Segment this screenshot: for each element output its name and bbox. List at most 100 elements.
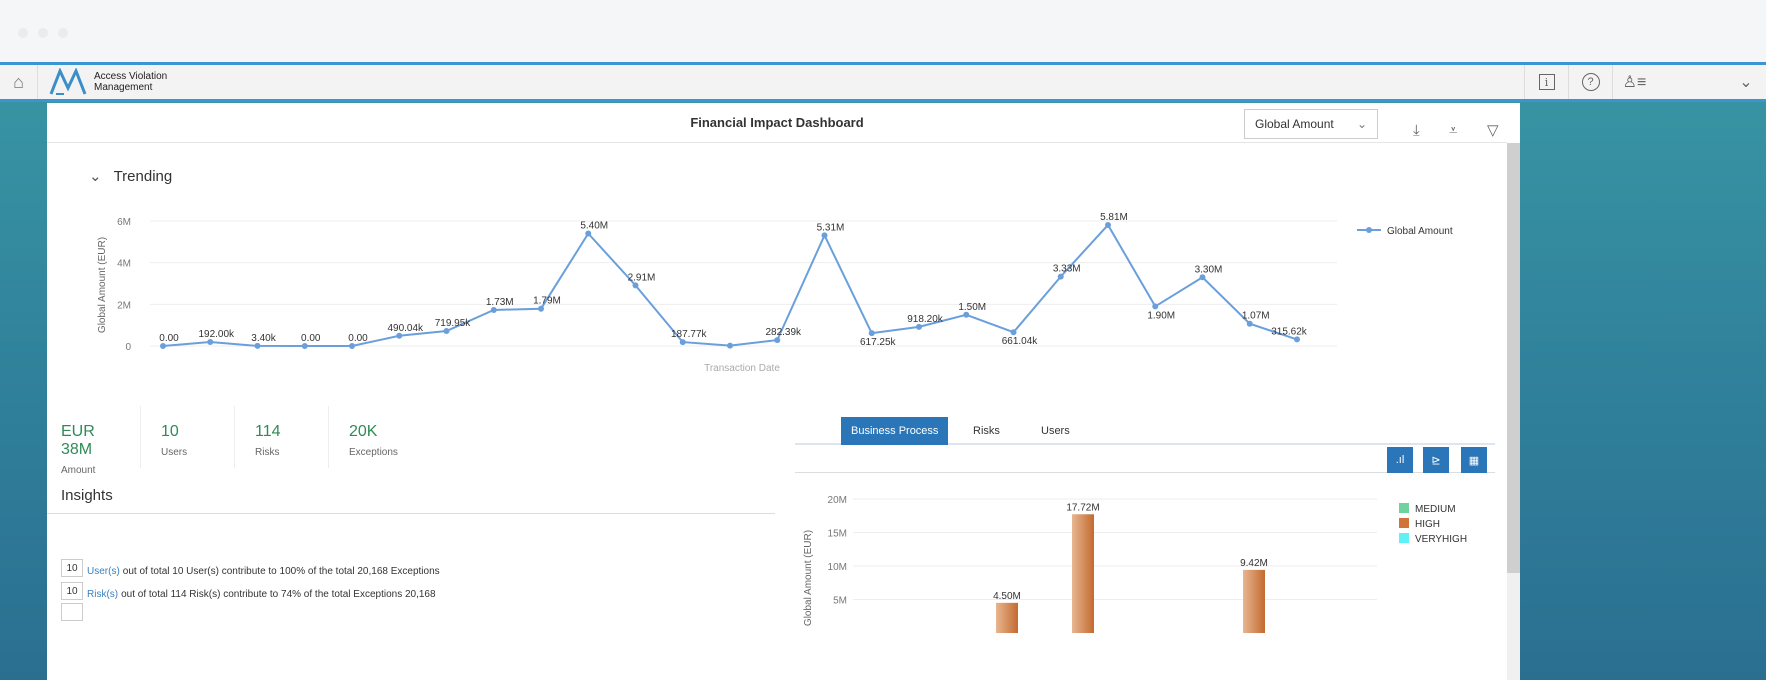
kpi-label: Users [161, 447, 188, 458]
data-point [207, 339, 214, 345]
table-icon: ▦ [1468, 454, 1480, 467]
bar-chart-view-button[interactable]: .ıl [1387, 447, 1413, 473]
app-title-line2: Management [94, 82, 153, 93]
data-label: 0.00 [348, 333, 368, 344]
bar [1072, 514, 1094, 633]
help-icon: ? [1581, 73, 1600, 91]
y-tick-label: 4M [117, 259, 131, 270]
y-tick-label: 20M [828, 495, 847, 506]
divider [47, 513, 775, 514]
y-tick-label: 5M [833, 596, 847, 607]
insight-row: 10 Risk(s) out of total 114 Risk(s) contri… [61, 582, 436, 600]
data-point [349, 343, 355, 349]
export-icon[interactable]: ⩡ [1449, 122, 1458, 139]
legend-swatch [1399, 503, 1409, 513]
legend-label: Global Amount [1387, 226, 1453, 237]
dashboard-panel: Financial Impact Dashboard Global Amount… [47, 103, 1520, 680]
table-view-button[interactable]: ▦ [1461, 447, 1487, 473]
data-label: 3.33M [1053, 264, 1081, 275]
app-title-line1: Access Violation [94, 71, 168, 82]
chevron-down-icon: ⌄ [1739, 74, 1753, 91]
bar-label: 9.42M [1240, 558, 1268, 569]
bar-label: 4.50M [993, 591, 1021, 602]
legend-label: MEDIUM [1415, 504, 1456, 515]
data-label: 5.31M [817, 222, 845, 233]
insight-count-input[interactable] [61, 603, 83, 621]
data-label: 3.40k [251, 333, 276, 344]
measure-select-value: Global Amount [1255, 117, 1334, 131]
trending-label: Trending [113, 168, 173, 185]
chevron-down-icon: ⌄ [89, 168, 102, 185]
user-menu-button[interactable]: ♙≡ [1612, 65, 1656, 99]
data-point [585, 230, 592, 237]
kpi-risks[interactable]: 114 Risks [235, 406, 329, 468]
info-button[interactable]: i [1524, 65, 1568, 99]
trending-line-chart: 0 2M 4M 6M Global Amount (EUR) Transaction Da… [97, 212, 1453, 374]
data-label: 490.04k [387, 323, 424, 334]
y-tick-label: 6M [117, 217, 131, 228]
line-chart-icon: ⊵ [1431, 454, 1441, 467]
legend-marker [1366, 227, 1372, 233]
data-point [1057, 273, 1064, 280]
tab-users[interactable]: Users [1041, 425, 1070, 437]
app-logo: Access Violation Management [48, 68, 167, 96]
series-line [162, 223, 1298, 347]
measure-select[interactable]: Global Amount ⌄ [1244, 109, 1378, 139]
data-label: 1.50M [958, 302, 986, 313]
kpi-amount[interactable]: EUR 38M Amount [61, 406, 141, 476]
data-label: 282.39k [765, 327, 802, 338]
legend-swatch [1399, 518, 1409, 528]
trending-toggle[interactable]: ⌄ Trending [89, 167, 184, 185]
kpi-exceptions[interactable]: 20K Exceptions [329, 406, 469, 468]
chevron-down-icon: ⌄ [1356, 117, 1367, 131]
kpi-value: 20K [349, 423, 378, 440]
page-title-bar: Financial Impact Dashboard Global Amount… [47, 103, 1507, 143]
data-label: 0.00 [301, 333, 321, 344]
data-point [443, 328, 450, 335]
tab-business-process[interactable]: Business Process [841, 417, 949, 445]
bar [1243, 569, 1265, 633]
y-axis-title: Global Amount (EUR) [803, 530, 814, 626]
filter-icon[interactable]: ▽ [1487, 122, 1499, 139]
data-point [490, 306, 497, 313]
line-chart-view-button[interactable]: ⊵ [1423, 447, 1449, 473]
help-button[interactable]: ? [1568, 65, 1612, 99]
download-icon[interactable]: ⤓ [1413, 122, 1420, 139]
data-point [1246, 320, 1253, 327]
y-tick-label: 15M [828, 529, 847, 540]
user-menu-icon: ♙≡ [1622, 74, 1647, 91]
insight-count-input[interactable]: 10 [61, 582, 83, 600]
scrollbar[interactable] [1507, 143, 1520, 680]
data-point [1199, 274, 1206, 281]
bar-chart-icon: .ıl [1395, 454, 1405, 466]
bar [996, 602, 1018, 633]
insight-link[interactable]: User(s) [87, 566, 120, 577]
home-icon: ⌂ [13, 71, 24, 92]
shell-header: ⌂ Access Violation Management i ? ♙≡ ⌄ [0, 62, 1766, 102]
insight-row [61, 603, 87, 621]
expand-button[interactable]: ⌄ [1656, 65, 1766, 99]
y-tick-label: 10M [828, 562, 847, 573]
insight-link[interactable]: Risk(s) [87, 589, 119, 600]
data-point [1105, 221, 1111, 228]
data-label: 192.00k [198, 329, 235, 340]
kpi-label: Exceptions [349, 447, 398, 458]
kpi-users[interactable]: 10 Users [141, 406, 235, 468]
logo-icon [49, 68, 87, 95]
breakdown-tabs: Business Process Risks Users [795, 417, 1495, 445]
scrollbar-thumb[interactable] [1507, 143, 1520, 573]
kpi-label: Risks [255, 447, 280, 458]
insight-count-input[interactable]: 10 [61, 559, 83, 577]
info-icon: i [1538, 74, 1555, 90]
data-label: 719.95k [435, 318, 472, 329]
data-point [1152, 303, 1159, 310]
tab-risks[interactable]: Risks [973, 425, 1000, 437]
kpi-strip: EUR 38M Amount 10 Users 114 Risks 20K Except… [61, 406, 469, 476]
data-label: 2.91M [628, 272, 656, 283]
y-tick-label: 0 [125, 342, 131, 353]
data-point [1010, 329, 1017, 336]
home-button[interactable]: ⌂ [0, 65, 38, 99]
legend-swatch [1399, 533, 1409, 543]
data-label: 617.25k [860, 337, 897, 348]
insight-text: out of total 10 User(s) contribute to 10… [122, 566, 440, 577]
